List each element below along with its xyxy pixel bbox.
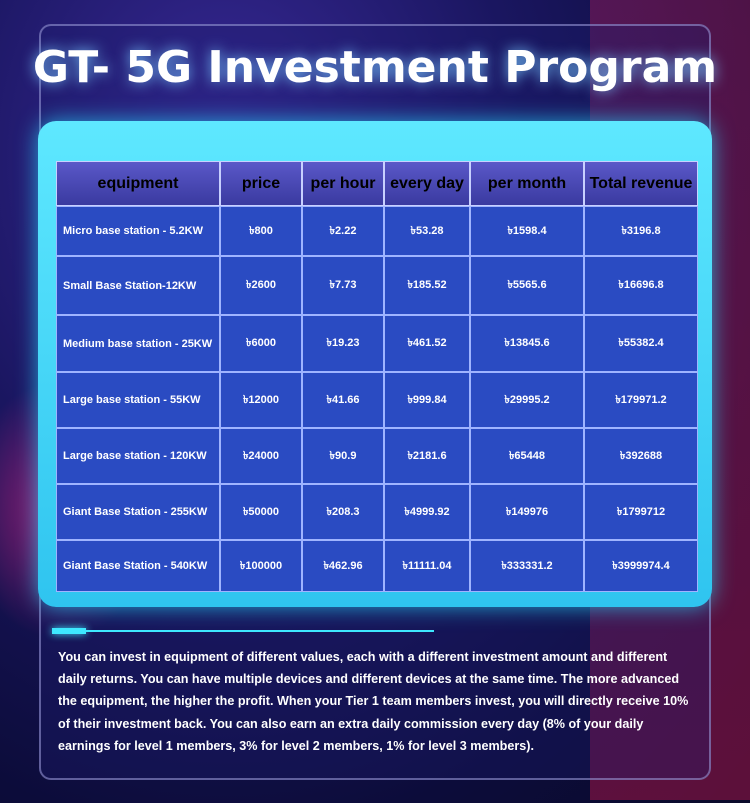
cell-per-month: ৳1598.4 xyxy=(470,206,584,256)
cell-per-hour: ৳90.9 xyxy=(302,428,384,484)
cell-per-hour: ৳462.96 xyxy=(302,540,384,592)
cell-per-hour: ৳41.66 xyxy=(302,372,384,428)
accent-line xyxy=(86,630,434,632)
cell-price: ৳50000 xyxy=(220,484,302,540)
cell-total-revenue: ৳392688 xyxy=(584,428,698,484)
table-row: Giant Base Station - 255KW ৳50000 ৳208.3 ৳4… xyxy=(56,484,698,540)
cell-equipment: Giant Base Station - 255KW xyxy=(56,484,220,540)
cell-price: ৳24000 xyxy=(220,428,302,484)
cell-every-day: ৳2181.6 xyxy=(384,428,470,484)
table-header: equipment price per hour every day per m… xyxy=(56,161,698,206)
cell-total-revenue: ৳179971.2 xyxy=(584,372,698,428)
page-title: GT- 5G Investment Program xyxy=(32,42,718,93)
header-price: price xyxy=(220,161,302,206)
cell-per-month: ৳5565.6 xyxy=(470,256,584,315)
cell-price: ৳100000 xyxy=(220,540,302,592)
cell-per-month: ৳13845.6 xyxy=(470,315,584,372)
cell-per-hour: ৳19.23 xyxy=(302,315,384,372)
cell-every-day: ৳11111.04 xyxy=(384,540,470,592)
header-every-day: every day xyxy=(384,161,470,206)
header-per-hour: per hour xyxy=(302,161,384,206)
cell-equipment: Large base station - 55KW xyxy=(56,372,220,428)
cell-total-revenue: ৳16696.8 xyxy=(584,256,698,315)
cell-equipment: Giant Base Station - 540KW xyxy=(56,540,220,592)
cell-total-revenue: ৳1799712 xyxy=(584,484,698,540)
cell-equipment: Small Base Station-12KW xyxy=(56,256,220,315)
header-per-month: per month xyxy=(470,161,584,206)
cell-price: ৳800 xyxy=(220,206,302,256)
table-row: Large base station - 55KW ৳12000 ৳41.66 ৳99… xyxy=(56,372,698,428)
cell-price: ৳12000 xyxy=(220,372,302,428)
description-text: You can invest in equipment of different… xyxy=(58,650,689,753)
cell-per-hour: ৳208.3 xyxy=(302,484,384,540)
cell-every-day: ৳999.84 xyxy=(384,372,470,428)
table-row: Giant Base Station - 540KW ৳100000 ৳462.96… xyxy=(56,540,698,592)
cell-equipment: Large base station - 120KW xyxy=(56,428,220,484)
cell-per-month: ৳149976 xyxy=(470,484,584,540)
accent-bar xyxy=(52,628,86,634)
cell-per-month: ৳333331.2 xyxy=(470,540,584,592)
cell-every-day: ৳461.52 xyxy=(384,315,470,372)
header-total-revenue: Total revenue xyxy=(584,161,698,206)
header-equipment: equipment xyxy=(56,161,220,206)
cell-equipment: Micro base station - 5.2KW xyxy=(56,206,220,256)
cell-every-day: ৳4999.92 xyxy=(384,484,470,540)
table-row: Small Base Station-12KW ৳2600 ৳7.73 ৳185.52… xyxy=(56,256,698,315)
cell-equipment: Medium base station - 25KW xyxy=(56,315,220,372)
cell-price: ৳2600 xyxy=(220,256,302,315)
cell-price: ৳6000 xyxy=(220,315,302,372)
cell-total-revenue: ৳3999974.4 xyxy=(584,540,698,592)
table-row: Micro base station - 5.2KW ৳800 ৳2.22 ৳53.2… xyxy=(56,206,698,256)
cell-total-revenue: ৳3196.8 xyxy=(584,206,698,256)
cell-total-revenue: ৳55382.4 xyxy=(584,315,698,372)
cell-per-hour: ৳7.73 xyxy=(302,256,384,315)
cell-per-hour: ৳2.22 xyxy=(302,206,384,256)
cell-every-day: ৳185.52 xyxy=(384,256,470,315)
table-row: Medium base station - 25KW ৳6000 ৳19.23 ৳46… xyxy=(56,315,698,372)
cell-every-day: ৳53.28 xyxy=(384,206,470,256)
cell-per-month: ৳29995.2 xyxy=(470,372,584,428)
cell-per-month: ৳65448 xyxy=(470,428,584,484)
table-row: Large base station - 120KW ৳24000 ৳90.9 ৳21… xyxy=(56,428,698,484)
